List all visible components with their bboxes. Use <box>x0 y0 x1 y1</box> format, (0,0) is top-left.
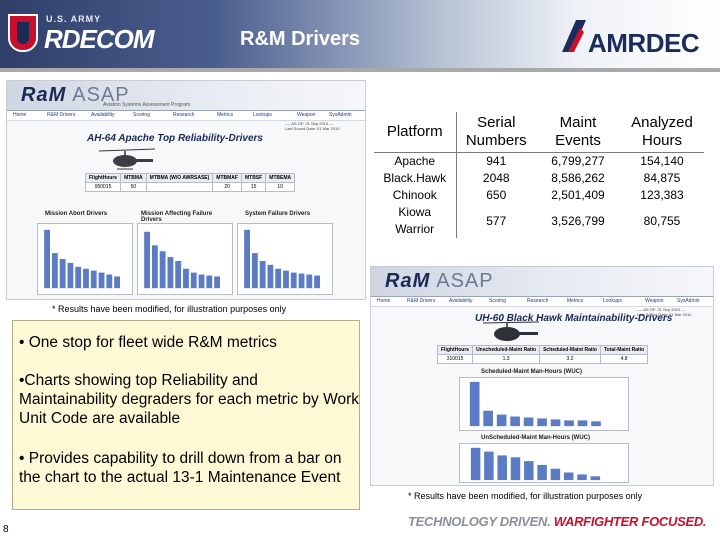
nav-availability[interactable]: Availability <box>449 298 473 304</box>
amrdec-logo: AMRDEC <box>560 12 710 62</box>
col-analyzed-hours: Analyzed Hours <box>620 112 704 153</box>
bullet-charts: •Charts showing top Reliability and Main… <box>19 372 359 427</box>
nav-lookups[interactable]: Lookups <box>253 112 272 118</box>
footer-tagline: TECHNOLOGY DRIVEN. WARFIGHTER FOCUSED. <box>408 514 707 529</box>
table-row: Chinook 650 2,501,409 123,383 <box>374 187 704 204</box>
blackhawk-helicopter-icon <box>482 321 540 341</box>
nav-research[interactable]: Research <box>527 298 549 304</box>
system-failure-chart <box>237 223 333 295</box>
nav-rm-drivers[interactable]: R&M Drivers <box>407 298 436 304</box>
table-row: Apache 941 6,799,277 154,140 <box>374 152 704 170</box>
blackhawk-drivers-screenshot: RaM ASAP Home R&M Drivers Availability Sc… <box>370 266 714 486</box>
nav-scoring[interactable]: Scoring <box>489 298 506 304</box>
mission-abort-chart <box>37 223 133 295</box>
asap-banner: RaM ASAP Aviation Systems Assessment Prog… <box>7 81 365 111</box>
page-number: 8 <box>3 524 9 535</box>
rdecom-logo: U.S. ARMY RDECOM <box>6 10 156 56</box>
rdecom-brand-text: RDECOM <box>44 24 155 54</box>
header-divider <box>0 68 720 72</box>
nav-lookups[interactable]: Lookups <box>603 298 622 304</box>
apache-drivers-screenshot: RaM ASAP Aviation Systems Assessment Prog… <box>6 80 366 300</box>
nav-weapon[interactable]: Weapon <box>645 298 664 304</box>
mission-abort-chart-title: Mission Abort Drivers <box>45 211 108 217</box>
asap-subtitle: Aviation Systems Assessment Program <box>103 102 191 108</box>
tagline-technology: TECHNOLOGY DRIVEN. <box>408 514 551 529</box>
key-points-box: • One stop for fleet wide R&M metrics •C… <box>12 320 360 510</box>
ram-asap-logo: RaM ASAP <box>385 270 494 292</box>
table-row: Black.Hawk 2048 8,586,262 84,875 <box>374 170 704 187</box>
nav-home[interactable]: Home <box>377 298 391 304</box>
scheduled-chart-title: Scheduled-Maint Man-Hours (WUC) <box>481 369 582 375</box>
apache-helicopter-icon <box>98 148 156 170</box>
table-header-row: Platform Serial Numbers Maint Events Ana… <box>374 112 704 153</box>
us-army-text: U.S. ARMY <box>46 14 102 24</box>
as-of-stamp: ---- AS OF: 21 Sep 2010 --- Last Sound Da… <box>637 307 692 317</box>
col-platform: Platform <box>374 112 457 153</box>
tagline-warfighter: WARFIGHTER FOCUSED. <box>553 514 707 529</box>
asap-nav-bar: Home R&M Drivers Availability Scoring Re… <box>371 297 713 307</box>
fleet-summary-table: Platform Serial Numbers Maint Events Ana… <box>374 112 704 238</box>
col-serial-numbers: Serial Numbers <box>456 112 536 153</box>
blackhawk-metrics-table: FlightHours Unscheduled-Maint Ratio Sche… <box>436 345 649 364</box>
system-failure-chart-title: System Failure Drivers <box>245 211 311 217</box>
as-of-stamp: ---- AS OF: 21 Sep 2010 --- Last Sound Da… <box>285 121 340 131</box>
amrdec-swoosh-icon <box>562 20 586 52</box>
unscheduled-maint-chart <box>459 443 629 483</box>
nav-sysadmin[interactable]: SysAdmin <box>677 298 700 304</box>
nav-availability[interactable]: Availability <box>91 112 115 118</box>
mission-affecting-chart <box>137 223 233 295</box>
nav-home[interactable]: Home <box>13 112 27 118</box>
modified-results-note-bottom: * Results have been modified, for illust… <box>408 491 643 501</box>
ram-asap-logo: RaM ASAP <box>21 84 130 106</box>
asap-nav-bar: Home R&M Drivers Availability Scoring Re… <box>7 111 365 121</box>
slide-header: U.S. ARMY RDECOM R&M Drivers AMRDEC <box>0 0 720 72</box>
scheduled-maint-chart <box>459 377 629 431</box>
nav-metrics[interactable]: Metrics <box>567 298 584 304</box>
mission-affecting-chart-title: Mission Affecting Failure Drivers <box>141 211 213 223</box>
bullet-one-stop: • One stop for fleet wide R&M metrics <box>19 334 277 351</box>
asap-banner: RaM ASAP <box>371 267 713 297</box>
modified-results-note-top: * Results have been modified, for illust… <box>52 304 287 314</box>
apache-drivers-title: AH-64 Apache Top Reliability-Drivers <box>87 133 263 144</box>
apache-metrics-table: FlightHours MTBMA MTBMA (W/O AWRSASE) MT… <box>84 173 296 192</box>
nav-scoring[interactable]: Scoring <box>133 112 150 118</box>
unscheduled-chart-title: UnScheduled-Maint Man-Hours (WUC) <box>481 435 590 441</box>
blackhawk-drivers-title: UH-60 Black Hawk Maintainability-Drivers <box>475 313 673 324</box>
nav-rm-drivers[interactable]: R&M Drivers <box>47 112 76 118</box>
bullet-drill-down: • Provides capability to drill down from… <box>19 450 342 486</box>
col-maint-events: Maint Events <box>536 112 620 153</box>
nav-weapon[interactable]: Weapon <box>297 112 316 118</box>
nav-sysadmin[interactable]: SysAdmin <box>329 112 352 118</box>
army-shield-icon <box>8 14 38 52</box>
table-row: Kiowa Warrior 577 3,526,799 80,755 <box>374 204 704 238</box>
nav-metrics[interactable]: Metrics <box>217 112 234 118</box>
header-band <box>0 0 720 68</box>
nav-research[interactable]: Research <box>173 112 195 118</box>
amrdec-brand-text: AMRDEC <box>588 28 700 58</box>
page-title: R&M Drivers <box>240 28 361 50</box>
